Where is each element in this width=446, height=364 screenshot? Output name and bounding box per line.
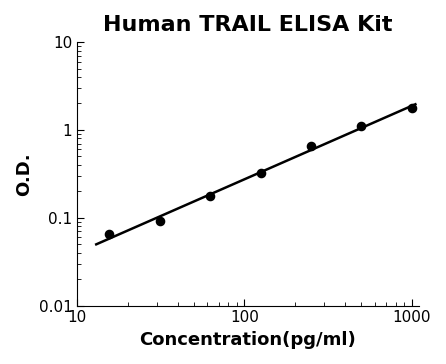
Point <box>308 143 315 149</box>
Title: Human TRAIL ELISA Kit: Human TRAIL ELISA Kit <box>103 15 393 35</box>
Point <box>156 218 163 224</box>
Point <box>358 123 365 129</box>
Point <box>106 231 113 237</box>
Y-axis label: O.D.: O.D. <box>15 152 33 196</box>
X-axis label: Concentration(pg/ml): Concentration(pg/ml) <box>140 331 356 349</box>
Point <box>257 170 264 176</box>
Point <box>408 104 415 110</box>
Point <box>207 194 214 199</box>
